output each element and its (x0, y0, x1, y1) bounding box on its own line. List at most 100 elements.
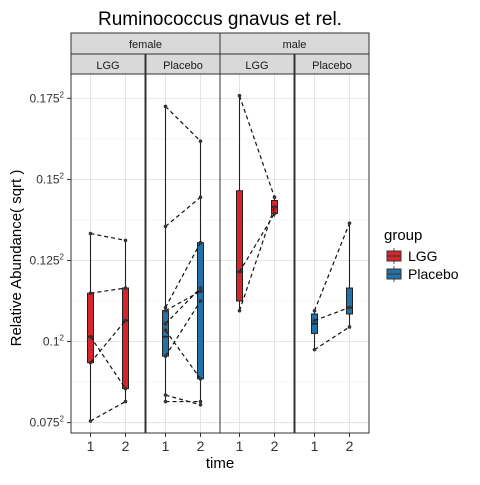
strip-group-label: LGG (245, 60, 268, 72)
data-point (198, 402, 203, 407)
data-point (198, 377, 203, 381)
x-tick-label: 1 (87, 438, 95, 454)
paired-line (164, 242, 202, 308)
y-tick-label: 0.12 (43, 334, 65, 349)
panel-background (220, 74, 294, 433)
panel-background (295, 74, 369, 433)
paired-line (165, 394, 201, 406)
strip-group-label: LGG (96, 60, 119, 72)
panel-female-lgg (87, 231, 129, 423)
data-point (163, 224, 168, 229)
x-tick-label: 1 (162, 438, 170, 454)
paired-line (238, 95, 276, 198)
data-point (163, 393, 168, 397)
paired-line (90, 232, 126, 241)
data-point (198, 289, 203, 294)
paired-line (90, 320, 126, 364)
y-tick-label: 0.1752 (30, 90, 65, 105)
data-point (347, 305, 352, 310)
legend-item-placebo: Placebo (386, 266, 459, 282)
strip-male-label: male (283, 39, 307, 51)
y-axis-title: Relative Abundance( sqrt ) (8, 170, 25, 347)
y-tick-label: 0.152 (36, 171, 64, 186)
x-tick-label: 2 (122, 438, 130, 454)
panel-border (294, 73, 370, 434)
legend-label-placebo: Placebo (408, 266, 459, 282)
data-point (272, 195, 277, 200)
panel-border (70, 73, 146, 434)
box-2 (346, 287, 353, 315)
data-point (198, 399, 203, 404)
x-tick-label: 2 (271, 438, 279, 454)
data-point (123, 238, 128, 243)
data-point (163, 305, 168, 310)
data-point (237, 308, 242, 313)
box-1 (87, 292, 94, 364)
data-point (237, 270, 242, 274)
paired-line (90, 287, 126, 294)
plot-area: female male LGG Placebo LGG Placebo 0.0752 0.12… (30, 32, 370, 454)
data-point (123, 286, 128, 290)
data-point (88, 334, 93, 339)
data-point (123, 386, 128, 391)
paired-line (164, 300, 202, 357)
data-point (88, 231, 93, 236)
y-tick-label: 0.0752 (30, 415, 65, 430)
chart-title: Ruminococcus gnavus et rel. (98, 9, 342, 30)
panel-male-lgg (236, 93, 278, 313)
data-point (163, 354, 168, 358)
legend-label-lgg: LGG (408, 248, 438, 264)
box-1 (236, 190, 243, 302)
data-point (163, 321, 168, 326)
data-point (123, 318, 128, 323)
panel-border (219, 73, 295, 434)
data-point (163, 328, 168, 332)
box-2 (197, 242, 204, 380)
strip-female-label: female (129, 39, 162, 51)
y-tick-label: 0.1252 (30, 252, 65, 267)
data-point (347, 325, 352, 329)
data-point (88, 360, 93, 365)
paired-line (165, 287, 201, 325)
data-point (272, 211, 277, 216)
data-point (198, 195, 203, 200)
paired-line (165, 196, 201, 227)
x-tick-label: 1 (236, 438, 244, 454)
x-tick-label: 2 (197, 438, 205, 454)
paired-line (314, 306, 350, 322)
legend-item-lgg: LGG (386, 248, 438, 264)
data-point (198, 139, 203, 143)
data-point (163, 308, 168, 313)
data-point (88, 419, 93, 423)
data-point (198, 240, 203, 245)
legend: group LGG Placebo (384, 227, 459, 282)
data-point (88, 291, 93, 296)
data-point (237, 93, 242, 98)
strip-group-label: Placebo (312, 60, 352, 72)
x-axis-title: time (206, 455, 234, 472)
strip-group-label: Placebo (163, 60, 203, 72)
panel-background (71, 74, 145, 433)
panel-female-placebo (162, 104, 204, 407)
data-point (272, 205, 277, 209)
paired-line (165, 329, 201, 380)
panel-male-placebo (311, 221, 353, 352)
legend-title: group (384, 227, 422, 244)
data-point (198, 299, 203, 303)
x-tick-label: 2 (346, 438, 354, 454)
data-point (163, 104, 168, 109)
data-point (312, 318, 317, 323)
box-2 (122, 287, 129, 390)
paired-line (90, 336, 126, 389)
panel-background (146, 74, 220, 433)
data-point (347, 221, 352, 225)
paired-line (238, 206, 276, 311)
data-point (198, 286, 203, 290)
data-point (312, 308, 317, 313)
data-point (312, 347, 317, 352)
data-point (163, 399, 168, 404)
paired-line (313, 222, 351, 311)
x-tick-label: 1 (311, 438, 319, 454)
data-point (123, 399, 128, 404)
